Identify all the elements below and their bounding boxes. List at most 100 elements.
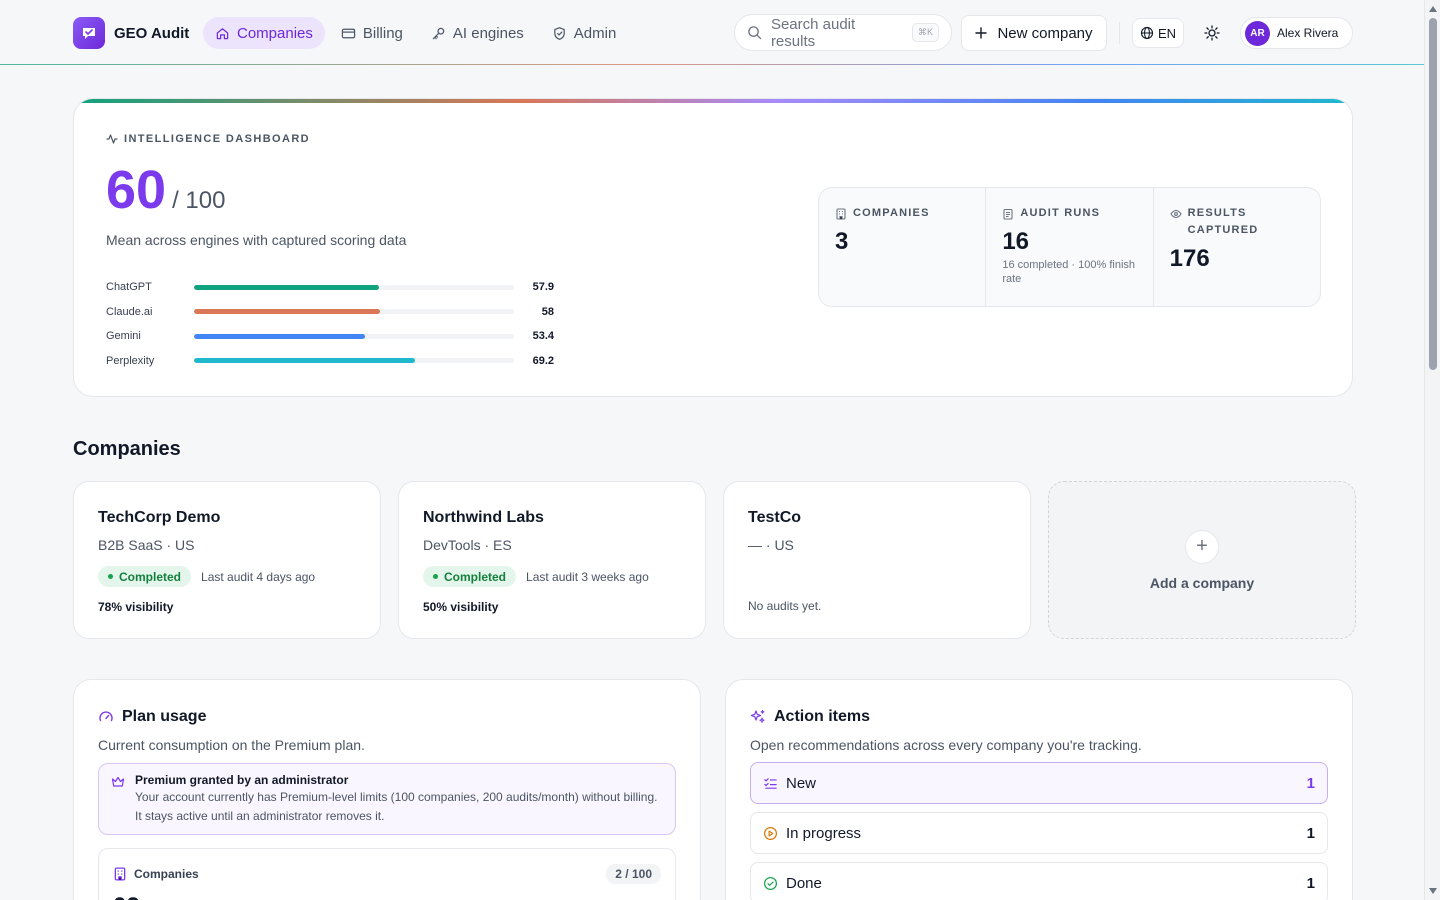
stat-value: 176: [1169, 245, 1210, 272]
gauge-icon: [99, 711, 113, 722]
company-card-testco[interactable]: TestCo — · US No audits yet.: [723, 481, 1031, 639]
last-audit: Last audit 3 weeks ago: [526, 569, 649, 584]
status-label: Completed: [444, 569, 507, 584]
company-meta: B2B SaaS · US: [98, 537, 195, 553]
engine-row-chatgpt: ChatGPT 57.9: [106, 275, 566, 300]
user-name: Alex Rivera: [1277, 26, 1339, 40]
usage-label: Companies: [134, 867, 199, 881]
engine-gradient-bar: [74, 99, 1352, 103]
scroll-down-arrow-icon[interactable]: [1429, 888, 1437, 894]
engine-name: Claude.ai: [106, 305, 153, 318]
new-company-button[interactable]: New company: [961, 15, 1107, 51]
action-items-title: Action items: [750, 708, 870, 726]
engine-row-perplexity: Perplexity 69.2: [106, 349, 566, 374]
status-dot-icon: [108, 574, 113, 579]
key-icon: [432, 27, 445, 39]
add-company-label: Add a company: [1149, 574, 1255, 591]
status-label: Completed: [119, 569, 182, 584]
usage-companies: Companies 2 / 100 02: [98, 848, 676, 900]
action-items-subtitle: Open recommendations across every compan…: [750, 737, 1142, 753]
check-circle-icon: [763, 876, 778, 890]
stat-results-captured: RESULTS CAPTURED 176: [1154, 188, 1320, 306]
score-max: / 100: [172, 187, 226, 214]
activity-icon: [106, 134, 118, 144]
nav-item-companies[interactable]: Companies: [203, 17, 325, 49]
companies-section-title: Companies: [73, 438, 181, 460]
company-status-row: Completed Last audit 4 days ago: [98, 566, 356, 587]
nav-label: Companies: [237, 24, 313, 42]
status-badge: Completed: [423, 566, 517, 587]
user-menu[interactable]: AR Alex Rivera: [1240, 17, 1353, 49]
company-card-techcorp[interactable]: TechCorp Demo B2B SaaS · US Completed La…: [73, 481, 381, 639]
globe-icon: [1140, 26, 1154, 40]
credit-card-icon: [341, 28, 356, 38]
clipboard-icon: [1003, 208, 1013, 220]
stat-label: AUDIT RUNS: [1002, 205, 1136, 222]
summary-stats: COMPANIES 3 AUDIT RUNS 16 16 completed ·…: [818, 187, 1321, 307]
action-count: 1: [1306, 774, 1315, 792]
plus-icon: [975, 27, 988, 39]
nav-item-admin[interactable]: Admin: [540, 17, 629, 49]
intelligence-dashboard-card: INTELLIGENCE DASHBOARD 60 / 100 Mean acr…: [73, 98, 1353, 397]
scroll-thumb[interactable]: [1429, 18, 1437, 370]
last-audit: Last audit 4 days ago: [201, 569, 316, 584]
stat-label-text: AUDIT RUNS: [1020, 207, 1101, 219]
engine-value: 58: [541, 305, 554, 318]
action-items-panel: Action items Open recommendations across…: [725, 679, 1353, 900]
header-accent-line: [0, 64, 1424, 65]
usage-value: 02: [113, 893, 661, 900]
shield-icon: [554, 26, 565, 40]
companies-grid: TechCorp Demo B2B SaaS · US Completed La…: [73, 481, 1356, 639]
stat-subtext: 16 completed · 100% finish rate: [1002, 259, 1136, 285]
company-meta: — · US: [748, 537, 794, 553]
action-label: New: [786, 774, 817, 792]
stat-label: RESULTS CAPTURED: [1170, 205, 1304, 239]
language-switcher[interactable]: EN: [1132, 18, 1184, 48]
building-icon: [836, 208, 846, 220]
engine-name: ChatGPT: [106, 281, 152, 294]
engine-name: Perplexity: [106, 354, 155, 367]
action-row-done[interactable]: Done 1: [750, 862, 1328, 900]
add-company-card[interactable]: + Add a company: [1048, 481, 1356, 639]
brand[interactable]: GEO Audit: [73, 17, 189, 49]
header-divider: [1119, 22, 1120, 44]
play-circle-icon: [763, 826, 778, 840]
premium-title: Premium granted by an administrator: [135, 773, 349, 787]
plan-usage-panel: Plan usage Current consumption on the Pr…: [73, 679, 701, 900]
stat-companies: COMPANIES 3: [819, 188, 987, 306]
engine-row-gemini: Gemini 53.4: [106, 324, 566, 349]
action-label: Done: [786, 874, 822, 892]
nav-item-ai-engines[interactable]: AI engines: [419, 17, 536, 49]
search-shortcut: ⌘K: [911, 23, 939, 42]
app-logo-icon: [73, 17, 105, 49]
visibility-value: 50% visibility: [423, 600, 499, 614]
sun-icon: [1204, 25, 1220, 41]
engine-bar-fill: [194, 358, 416, 364]
action-row-new[interactable]: New 1: [750, 762, 1328, 804]
plan-usage-title: Plan usage: [98, 708, 206, 726]
search-input[interactable]: Search audit results ⌘K: [734, 14, 952, 51]
stat-label-text: COMPANIES: [853, 207, 930, 219]
theme-toggle[interactable]: [1196, 18, 1228, 48]
engine-bar-fill: [194, 333, 365, 339]
eyebrow-label: INTELLIGENCE DASHBOARD: [124, 133, 311, 145]
panel-title-text: Action items: [774, 708, 871, 725]
engine-row-claude: Claude.ai 58: [106, 300, 566, 325]
nav-item-billing[interactable]: Billing: [329, 17, 415, 49]
action-row-in-progress[interactable]: In progress 1: [750, 812, 1328, 854]
engine-name: Gemini: [106, 330, 141, 343]
scroll-up-arrow-icon[interactable]: [1429, 6, 1437, 12]
plan-usage-subtitle: Current consumption on the Premium plan.: [98, 737, 365, 753]
score-subtitle: Mean across engines with captured scorin…: [106, 232, 407, 248]
company-card-northwind[interactable]: Northwind Labs DevTools · ES Completed L…: [398, 481, 706, 639]
crown-icon: [111, 776, 125, 787]
main-nav: Companies Billing AI engines Admin: [203, 17, 628, 49]
engine-bar-track: [194, 358, 514, 364]
page-scrollbar[interactable]: [1424, 0, 1440, 900]
nav-label: AI engines: [452, 24, 524, 42]
company-status-row: Completed Last audit 3 weeks ago: [423, 566, 681, 587]
action-count: 1: [1306, 874, 1315, 892]
premium-grant-notice: Premium granted by an administrator Your…: [98, 763, 676, 835]
visibility-value: 78% visibility: [98, 600, 174, 614]
dashboard-eyebrow: INTELLIGENCE DASHBOARD: [106, 133, 310, 145]
